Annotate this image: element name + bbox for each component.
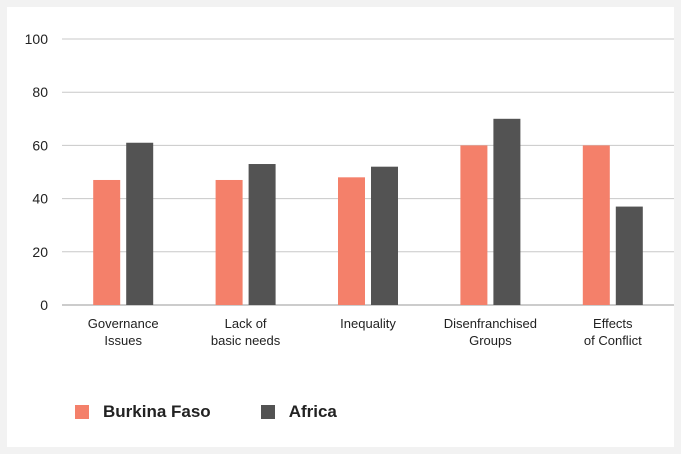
- legend-label-burkina-faso: Burkina Faso: [103, 402, 211, 421]
- x-tick-label: Inequality: [340, 316, 396, 331]
- bar-burkina-faso-3: [460, 145, 488, 305]
- bar-burkina-faso-2: [338, 177, 365, 305]
- x-tick-label: Disenfranchised Groups: [444, 316, 537, 348]
- legend-swatch-burkina-faso: [75, 405, 89, 419]
- bar-africa-3: [493, 118, 521, 305]
- bar-africa-1: [248, 164, 276, 305]
- legend: Burkina Faso Africa: [75, 402, 337, 422]
- y-tick-label: 60: [32, 137, 48, 153]
- x-tick-label: Governance Issues: [88, 316, 159, 348]
- bar-burkina-faso-4: [582, 145, 610, 305]
- y-tick-label: 80: [32, 84, 48, 100]
- legend-item-burkina-faso: Burkina Faso: [75, 402, 211, 422]
- y-tick-label: 40: [32, 191, 48, 207]
- bar-africa-2: [371, 166, 398, 305]
- bar-burkina-faso-1: [215, 179, 243, 305]
- x-tick-label: Lack of basic needs: [211, 316, 281, 348]
- y-tick-label: 100: [25, 31, 49, 47]
- bar-chart: 0 20 40 60 80 100 Governance Issues Lack of basic…: [25, 31, 674, 348]
- chart-card: 0 20 40 60 80 100 Governance Issues Lack of basic…: [7, 7, 674, 447]
- y-tick-label: 20: [32, 244, 48, 260]
- bar-africa-0: [126, 142, 154, 305]
- y-tick-label: 0: [40, 297, 48, 313]
- legend-swatch-africa: [260, 405, 275, 419]
- x-tick-label: Effects of Conflict: [584, 316, 642, 348]
- bar-africa-4: [615, 206, 643, 305]
- bar-burkina-faso-0: [93, 179, 121, 305]
- legend-item-africa: Africa: [260, 402, 337, 422]
- legend-label-africa: Africa: [288, 402, 337, 421]
